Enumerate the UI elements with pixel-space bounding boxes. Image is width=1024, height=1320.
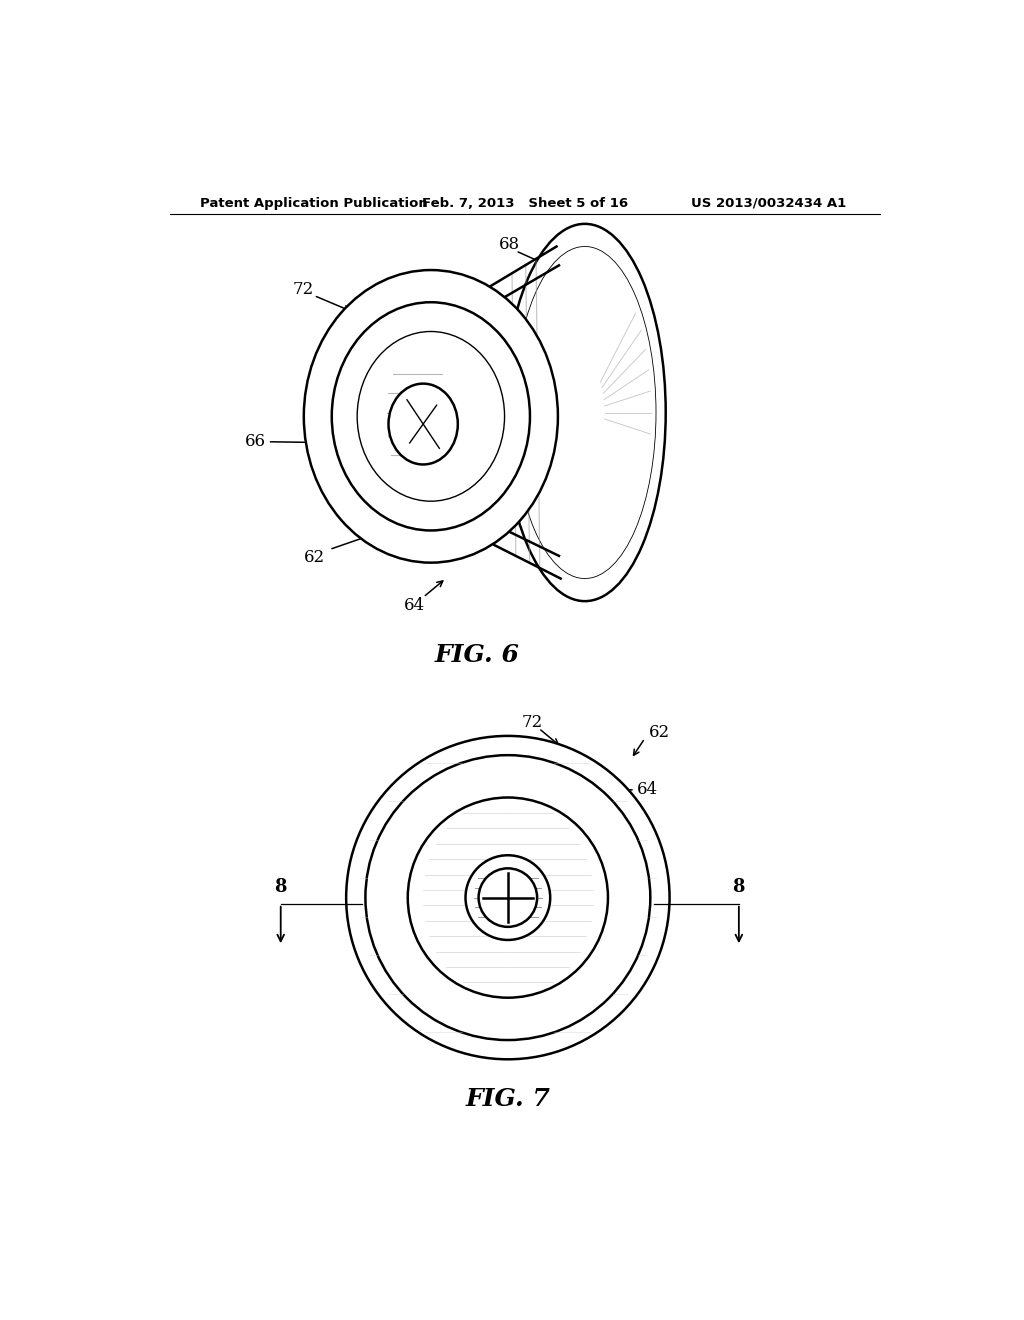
Text: Patent Application Publication: Patent Application Publication — [200, 197, 428, 210]
Ellipse shape — [504, 224, 666, 601]
Ellipse shape — [408, 797, 608, 998]
Text: 62: 62 — [304, 549, 325, 566]
Text: 68: 68 — [499, 236, 520, 253]
Text: FIG. 6: FIG. 6 — [434, 643, 519, 667]
Text: FIG. 7: FIG. 7 — [466, 1088, 550, 1111]
Ellipse shape — [466, 855, 550, 940]
Text: 64: 64 — [403, 597, 425, 614]
Text: 66: 66 — [400, 822, 421, 840]
Text: 8: 8 — [274, 878, 287, 896]
Ellipse shape — [357, 331, 505, 502]
Text: US 2013/0032434 A1: US 2013/0032434 A1 — [691, 197, 847, 210]
Ellipse shape — [388, 384, 458, 465]
Ellipse shape — [478, 869, 538, 927]
Ellipse shape — [304, 271, 558, 562]
Text: 72: 72 — [292, 281, 313, 298]
Ellipse shape — [366, 755, 650, 1040]
Text: 62: 62 — [649, 723, 670, 741]
Text: 72: 72 — [521, 714, 543, 731]
Text: 64: 64 — [637, 781, 658, 799]
Text: 8: 8 — [732, 878, 745, 896]
Text: 66: 66 — [245, 433, 265, 450]
Ellipse shape — [332, 302, 530, 531]
Text: Feb. 7, 2013   Sheet 5 of 16: Feb. 7, 2013 Sheet 5 of 16 — [422, 197, 628, 210]
Ellipse shape — [346, 737, 670, 1059]
